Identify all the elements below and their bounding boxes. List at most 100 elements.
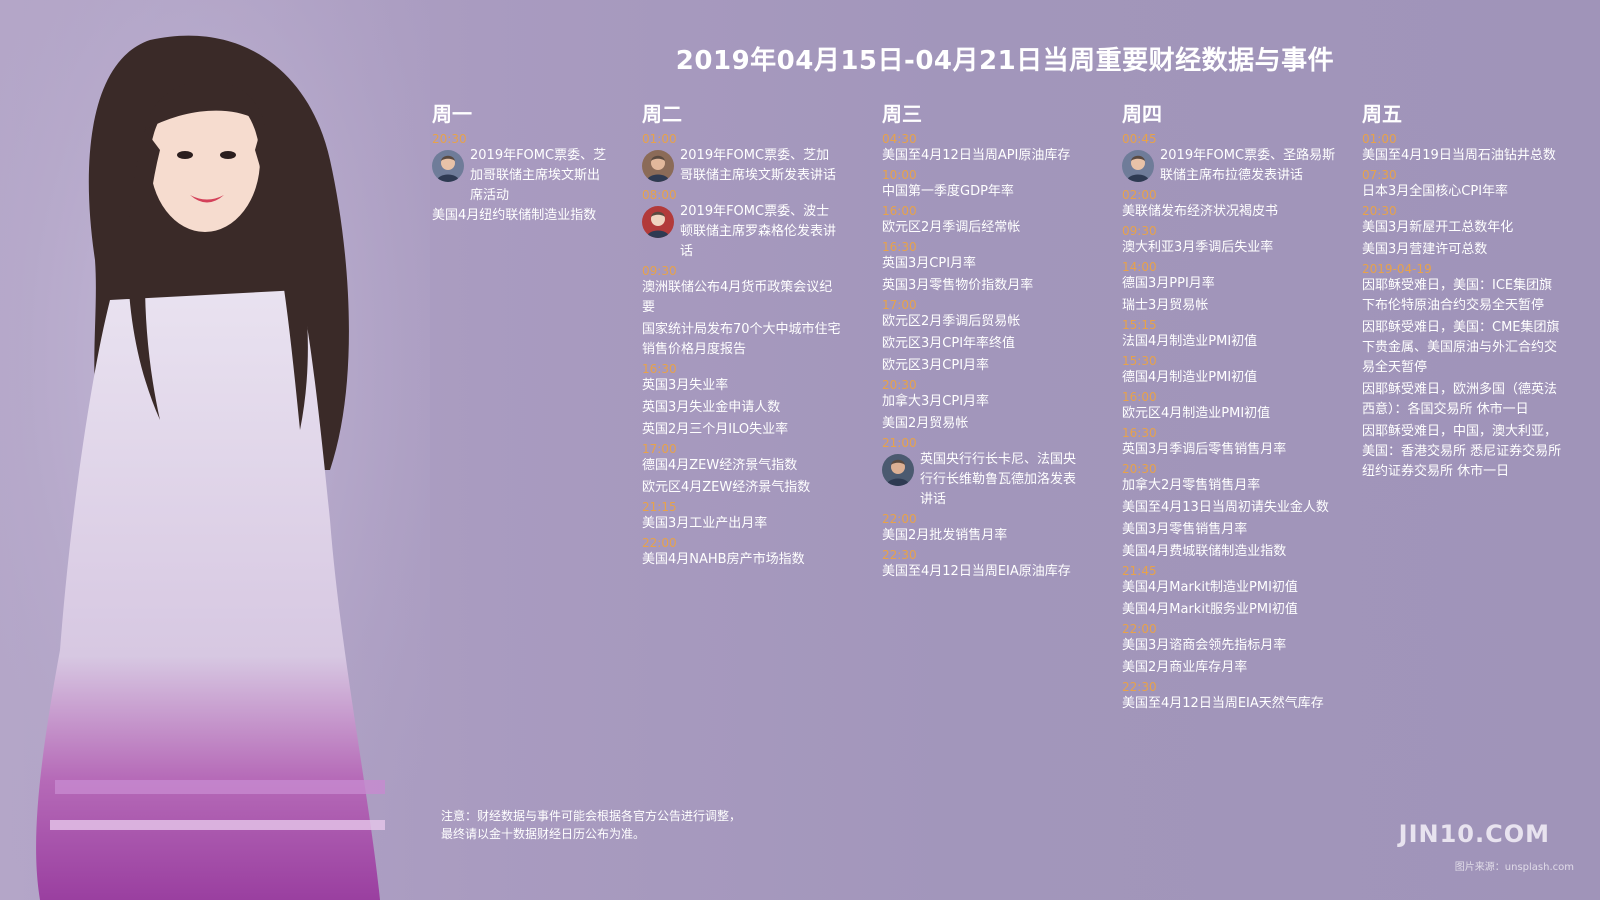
day-label: 周四 — [1122, 102, 1162, 126]
speaker-event: 英国央行行长卡尼、法国央行行长维勒鲁瓦德加洛发表讲话 — [882, 450, 1082, 510]
event-group: 欧元区2月季调后经常帐 — [882, 218, 1082, 238]
event-item: 美国4月费城联储制造业指数 — [1122, 544, 1287, 559]
event-time: 15:30 — [1122, 354, 1157, 368]
day-column: 周一 20:30 2019年FOMC票委、芝加哥联储主席埃文斯出席活动 美国4月纽约联… — [432, 100, 612, 226]
event-time: 09:30 — [642, 264, 677, 278]
event-time: 00:45 — [1122, 132, 1157, 146]
day-column: 周二 01:00 2019年FOMC票委、芝加哥联储主席埃文斯发表讲话 08:00 20… — [642, 100, 842, 570]
event-item: 欧元区3月CPI年率终值 — [882, 336, 1016, 351]
event-item: 美国2月贸易帐 — [882, 416, 969, 431]
event-time: 01:00 — [1362, 132, 1397, 146]
event-group: 美国3月新屋开工总数年化 美国3月营建许可总数 — [1362, 218, 1562, 260]
event-item: 英国3月季调后零售销售月率 — [1122, 442, 1287, 457]
event-time: 17:00 — [882, 298, 917, 312]
event-time: 22:30 — [1122, 680, 1157, 694]
event-item: 欧元区3月CPI月率 — [882, 358, 990, 373]
event-item: 英国2月三个月ILO失业率 — [642, 422, 789, 437]
event-item: 英国3月失业金申请人数 — [642, 400, 781, 415]
speaker-avatar — [1122, 150, 1154, 182]
event-time: 21:45 — [1122, 564, 1157, 578]
event-item: 欧元区2月季调后经常帐 — [882, 220, 1021, 235]
event-time: 07:30 — [1362, 168, 1397, 182]
event-item: 美联储发布经济状况褐皮书 — [1122, 204, 1279, 219]
event-item: 中国第一季度GDP年率 — [882, 184, 1014, 199]
event-item: 日本3月全国核心CPI年率 — [1362, 184, 1509, 199]
event-group: 英国3月季调后零售销售月率 — [1122, 440, 1337, 460]
day-column: 周四 00:45 2019年FOMC票委、圣路易斯联储主席布拉德发表讲话 02:00 美… — [1122, 100, 1337, 714]
event-item: 美国3月零售销售月率 — [1122, 522, 1248, 537]
event-item: 美国4月NAHB房产市场指数 — [642, 552, 805, 567]
event-group: 美国2月批发销售月率 — [882, 526, 1082, 546]
day-label: 周一 — [432, 102, 472, 126]
event-group: 英国3月CPI月率 英国3月零售物价指数月率 — [882, 254, 1082, 296]
event-item: 澳大利亚3月季调后失业率 — [1122, 240, 1274, 255]
event-group: 美国至4月12日当周API原油库存 — [882, 146, 1082, 166]
event-time: 22:30 — [882, 548, 917, 562]
day-column: 周三 04:30 美国至4月12日当周API原油库存 10:00 中国第一季度GDP年率… — [882, 100, 1082, 582]
event-item: 因耶稣受难日，美国：ICE集团旗下布伦特原油合约交易全天暂停 — [1362, 278, 1553, 313]
event-group: 德国3月PPI月率 瑞士3月贸易帐 — [1122, 274, 1337, 316]
event-time: 20:30 — [882, 378, 917, 392]
page-title: 2019年04月15日-04月21日当周重要财经数据与事件 — [675, 46, 1335, 76]
event-item: 英国央行行长卡尼、法国央行行长维勒鲁瓦德加洛发表讲话 — [920, 452, 1077, 507]
event-time: 16:30 — [1122, 426, 1157, 440]
event-group: 德国4月制造业PMI初值 — [1122, 368, 1337, 388]
event-item: 美国3月工业产出月率 — [642, 516, 768, 531]
event-item: 因耶稣受难日，美国：CME集团旗下贵金属、美国原油与外汇合约交易全天暂停 — [1362, 320, 1560, 375]
image-credit: 图片来源：unsplash.com — [1454, 862, 1574, 873]
disclaimer-line-1: 注意：财经数据与事件可能会根据各官方公告进行调整， — [441, 809, 742, 823]
event-time: 16:00 — [1122, 390, 1157, 404]
event-time: 22:00 — [1122, 622, 1157, 636]
speaker-event: 2019年FOMC票委、芝加哥联储主席埃文斯发表讲话 — [642, 146, 842, 186]
event-group: 美国3月工业产出月率 — [642, 514, 842, 534]
speaker-event: 2019年FOMC票委、芝加哥联储主席埃文斯出席活动 — [432, 146, 612, 206]
event-group: 美国4月Markit制造业PMI初值 美国4月Markit服务业PMI初值 — [1122, 578, 1337, 620]
event-item: 美国至4月12日当周EIA天然气库存 — [1122, 696, 1324, 711]
event-item: 美国至4月12日当周EIA原油库存 — [882, 564, 1071, 579]
speaker-avatar — [642, 206, 674, 238]
event-item: 欧元区4月制造业PMI初值 — [1122, 406, 1271, 421]
day-label: 周三 — [882, 102, 922, 126]
event-time: 16:30 — [882, 240, 917, 254]
event-time: 14:00 — [1122, 260, 1157, 274]
event-time: 02:00 — [1122, 188, 1157, 202]
event-time: 15:15 — [1122, 318, 1157, 332]
speaker-avatar — [642, 150, 674, 182]
day-column: 周五 01:00 美国至4月19日当周石油钻井总数 07:30 日本3月全国核心CPI年… — [1362, 100, 1562, 482]
event-item: 国家统计局发布70个大中城市住宅销售价格月度报告 — [642, 322, 841, 357]
disclaimer-line-2: 最终请以金十数据财经日历公布为准。 — [441, 827, 646, 841]
event-item: 2019年FOMC票委、芝加哥联储主席埃文斯发表讲话 — [680, 148, 837, 183]
event-time: 21:15 — [642, 500, 677, 514]
event-item: 德国4月ZEW经济景气指数 — [642, 458, 798, 473]
event-item: 德国3月PPI月率 — [1122, 276, 1215, 291]
event-time: 21:00 — [882, 436, 917, 450]
event-group: 法国4月制造业PMI初值 — [1122, 332, 1337, 352]
event-item: 英国3月CPI月率 — [882, 256, 977, 271]
day-label: 周五 — [1362, 102, 1402, 126]
event-group: 因耶稣受难日，美国：ICE集团旗下布伦特原油合约交易全天暂停因耶稣受难日，美国：… — [1362, 276, 1562, 482]
event-time: 17:00 — [642, 442, 677, 456]
event-group: 美国3月谘商会领先指标月率 美国2月商业库存月率 — [1122, 636, 1337, 678]
event-item: 美国4月纽约联储制造业指数 — [432, 208, 597, 223]
event-time: 01:00 — [642, 132, 677, 146]
event-group: 欧元区4月制造业PMI初值 — [1122, 404, 1337, 424]
event-item: 美国3月谘商会领先指标月率 — [1122, 638, 1287, 653]
speaker-event: 2019年FOMC票委、圣路易斯联储主席布拉德发表讲话 — [1122, 146, 1337, 186]
event-time: 16:00 — [882, 204, 917, 218]
event-group: 美国至4月12日当周EIA原油库存 — [882, 562, 1082, 582]
event-item: 美国3月营建许可总数 — [1362, 242, 1488, 257]
event-time: 04:30 — [882, 132, 917, 146]
event-time: 20:30 — [1362, 204, 1397, 218]
event-item: 因耶稣受难日，欧洲多国（德英法西意）：各国交易所 休市一日 — [1362, 382, 1558, 417]
event-time: 10:00 — [882, 168, 917, 182]
event-item: 加拿大2月零售销售月率 — [1122, 478, 1261, 493]
event-group: 德国4月ZEW经济景气指数 欧元区4月ZEW经济景气指数 — [642, 456, 842, 498]
event-group: 加拿大3月CPI月率 美国2月贸易帐 — [882, 392, 1082, 434]
event-group: 英国3月失业率英国3月失业金申请人数 英国2月三个月ILO失业率 — [642, 376, 842, 440]
event-item: 美国3月新屋开工总数年化 — [1362, 220, 1514, 235]
speaker-event: 2019年FOMC票委、波士顿联储主席罗森格伦发表讲话 — [642, 202, 842, 262]
event-time: 09:30 — [1122, 224, 1157, 238]
event-item: 英国3月失业率 — [642, 378, 729, 393]
day-label: 周二 — [642, 102, 682, 126]
event-group: 日本3月全国核心CPI年率 — [1362, 182, 1562, 202]
